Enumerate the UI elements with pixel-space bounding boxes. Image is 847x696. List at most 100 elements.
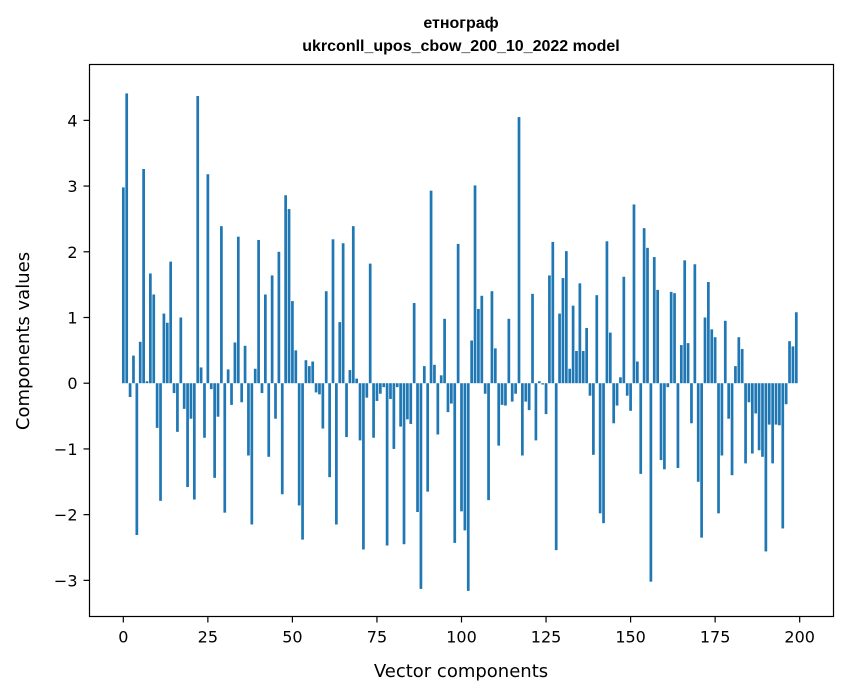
bars [121,93,798,591]
bar-122 [534,383,538,441]
bar-104 [473,185,477,384]
bar-176 [717,383,720,514]
bar-51 [294,350,298,384]
bar-157 [652,257,656,384]
bar-128 [554,383,558,551]
bar-65 [341,243,345,384]
bar-106 [480,295,484,384]
x-tick-label: 150 [615,628,646,647]
bar-32 [230,383,233,405]
bar-18 [182,383,186,409]
bar-111 [497,383,501,446]
bar-186 [750,383,754,454]
bar-153 [639,383,643,474]
bar-144 [608,332,612,384]
bar-164 [676,383,680,468]
bar-127 [551,241,555,384]
bar-85 [409,383,413,424]
bar-53 [301,383,304,540]
bar-97 [450,383,453,404]
y-tick-label: −2 [54,506,78,525]
bar-46 [277,251,281,384]
bar-199 [794,312,798,384]
bar-89 [422,366,426,384]
bar-7 [145,381,149,384]
bar-179 [727,383,731,419]
bar-108 [487,383,490,501]
bar-159 [659,383,663,461]
bar-126 [548,275,551,384]
bar-93 [436,383,440,435]
bar-81 [395,383,399,388]
bar-90 [426,383,430,492]
bar-48 [284,195,287,384]
bar-103 [470,340,473,384]
bar-194 [778,383,781,426]
bar-9 [152,294,156,384]
bar-136 [581,351,585,384]
bar-105 [477,308,480,384]
bar-16 [176,383,179,432]
bar-141 [598,383,602,514]
bar-69 [355,378,359,384]
bar-193 [774,383,778,425]
bar-124 [541,383,545,385]
bar-36 [243,345,247,384]
bar-129 [558,313,561,384]
bar-149 [625,383,629,396]
bar-54 [304,360,308,384]
bar-29 [220,226,223,384]
bar-140 [595,295,599,384]
bar-178 [723,320,727,384]
bar-11 [159,383,162,501]
bar-177 [720,383,724,456]
bar-174 [710,329,714,384]
bar-52 [297,383,301,506]
bar-20 [189,383,193,419]
bar-107 [483,383,487,394]
bar-58 [318,383,321,395]
plot-frame [88,63,835,618]
bar-84 [406,383,409,420]
bar-22 [196,96,200,384]
bar-182 [737,337,741,384]
bar-6 [142,168,145,384]
bar-50 [291,301,294,384]
bar-163 [673,293,676,384]
bar-190 [764,383,768,552]
bar-2 [128,383,132,398]
bar-19 [186,383,189,488]
bar-40 [257,239,260,384]
bar-170 [696,383,700,482]
bar-0 [121,187,125,384]
y-axis-label: Components values [13,252,34,430]
x-tick-label: 0 [118,628,128,647]
bar-118 [521,383,524,456]
bar-98 [453,383,457,543]
bar-132 [568,368,572,384]
bar-49 [287,209,291,384]
y-tick-label: 2 [67,243,77,262]
y-tick-label: −1 [54,440,78,459]
bar-151 [632,204,636,384]
bar-172 [703,317,707,384]
bar-68 [351,226,355,384]
bar-154 [642,228,646,384]
bar-109 [490,291,494,384]
bar-167 [686,343,690,384]
bar-59 [321,383,325,429]
bar-8 [149,273,152,384]
bar-70 [358,383,362,441]
bar-44 [270,275,274,384]
bar-67 [348,370,352,384]
bar-86 [412,303,416,384]
bar-88 [419,383,423,589]
bar-171 [700,383,703,538]
bar-119 [524,383,528,402]
bar-146 [615,383,619,406]
bar-189 [761,383,764,457]
bar-96 [446,383,450,413]
bar-165 [679,345,683,384]
bar-198 [791,346,795,384]
bar-197 [788,341,791,384]
